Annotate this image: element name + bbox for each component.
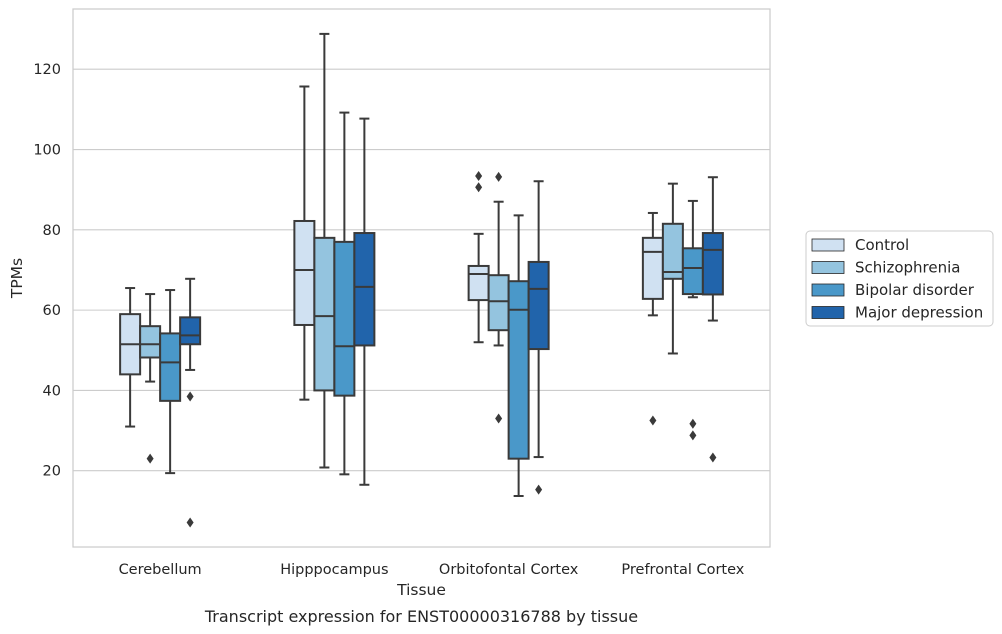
x-tick-label: Prefrontal Cortex bbox=[621, 562, 744, 578]
legend-label: Schizophrenia bbox=[855, 259, 960, 277]
outlier-point bbox=[186, 517, 194, 528]
legend-swatch bbox=[811, 306, 845, 319]
box-group bbox=[487, 171, 510, 424]
plot-frame bbox=[72, 8, 771, 548]
box-group bbox=[507, 214, 530, 498]
outlier-point bbox=[146, 453, 154, 464]
legend-frame bbox=[805, 230, 994, 327]
box-group bbox=[333, 111, 356, 476]
x-tick-label: Cerebellum bbox=[119, 562, 202, 578]
box-group bbox=[681, 199, 704, 441]
category-group bbox=[293, 32, 376, 486]
y-tick-label: 120 bbox=[33, 62, 61, 78]
box-group bbox=[661, 182, 684, 355]
x-tick-label: Hipppocampus bbox=[280, 562, 388, 578]
box bbox=[139, 325, 162, 359]
y-tick-label: 20 bbox=[43, 464, 61, 480]
outlier-point bbox=[475, 182, 483, 193]
outlier-point bbox=[709, 452, 717, 463]
y-axis-label: TPMs bbox=[8, 258, 26, 299]
box-group bbox=[159, 289, 182, 475]
box bbox=[681, 247, 704, 296]
chart-caption: Transcript expression for ENST0000031678… bbox=[204, 607, 638, 626]
legend-item: Bipolar disorder bbox=[811, 281, 975, 299]
legend-label: Major depression bbox=[855, 304, 983, 322]
box bbox=[179, 316, 202, 346]
box-group bbox=[139, 293, 162, 464]
category-group bbox=[467, 171, 550, 498]
x-tick-label: Orbitofontal Cortex bbox=[439, 562, 579, 578]
box-group bbox=[293, 85, 316, 401]
plot-area-boxes bbox=[119, 32, 724, 528]
box-group bbox=[527, 180, 550, 495]
box bbox=[701, 232, 724, 296]
box bbox=[353, 232, 376, 347]
box bbox=[159, 332, 182, 402]
outlier-point bbox=[495, 171, 503, 182]
legend-swatch bbox=[811, 261, 845, 274]
box bbox=[507, 280, 530, 460]
box bbox=[293, 219, 316, 326]
box-group bbox=[701, 176, 724, 463]
category-group bbox=[641, 176, 724, 463]
x-axis-label: Tissue bbox=[396, 581, 446, 599]
y-tick-label: 80 bbox=[43, 223, 61, 239]
outlier-point bbox=[495, 413, 503, 424]
box bbox=[661, 222, 684, 280]
outlier-point bbox=[475, 171, 483, 182]
box bbox=[487, 274, 510, 332]
outlier-point bbox=[186, 391, 194, 402]
legend-item: Schizophrenia bbox=[811, 259, 960, 277]
legend-item: Control bbox=[811, 236, 909, 254]
y-tick-label: 60 bbox=[43, 303, 61, 319]
box bbox=[333, 240, 356, 397]
outlier-point bbox=[649, 415, 657, 426]
box-group bbox=[119, 287, 142, 428]
box bbox=[467, 264, 490, 302]
y-tick-labels: 20 40 60 80 100 120 bbox=[33, 62, 61, 479]
legend-label: Bipolar disorder bbox=[855, 281, 975, 299]
legend-label: Control bbox=[855, 236, 909, 254]
legend-item: Major depression bbox=[811, 304, 983, 322]
box bbox=[641, 236, 664, 300]
category-group bbox=[119, 277, 202, 528]
legend: Control Schizophrenia Bipolar disorder Majo… bbox=[805, 230, 994, 327]
outlier-point bbox=[535, 484, 543, 495]
box bbox=[313, 236, 336, 392]
box-group bbox=[179, 277, 202, 528]
outlier-point bbox=[689, 418, 697, 429]
y-tick-label: 100 bbox=[33, 143, 61, 159]
box-group bbox=[467, 171, 490, 344]
legend-swatch bbox=[811, 238, 845, 252]
outlier-point bbox=[689, 430, 697, 441]
box-group bbox=[353, 117, 376, 486]
y-tick-label: 40 bbox=[43, 383, 61, 399]
box bbox=[527, 260, 550, 351]
x-tick-labels: Cerebellum Hipppocampus Orbitofontal Corte… bbox=[119, 562, 745, 578]
legend-swatch bbox=[811, 283, 845, 297]
